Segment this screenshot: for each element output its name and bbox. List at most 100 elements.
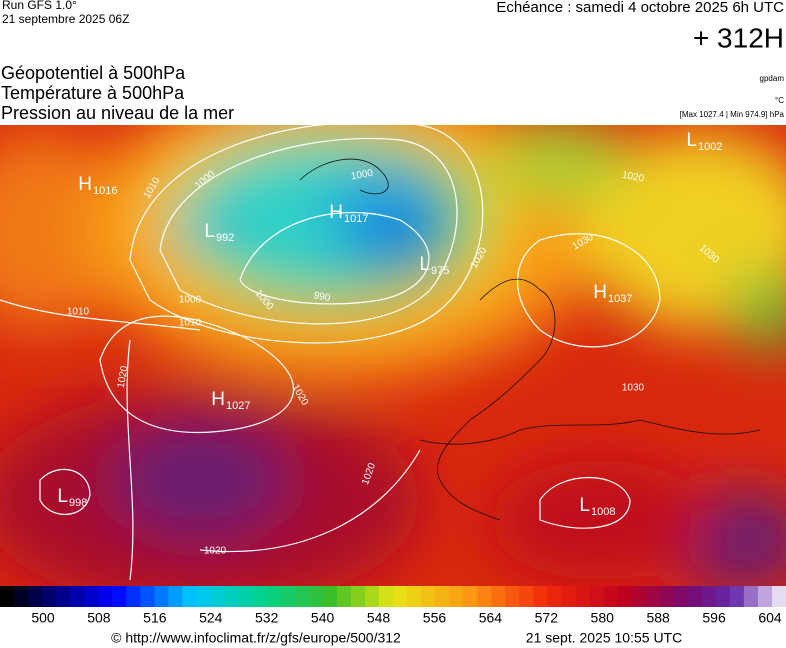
- colorbar-swatch: [659, 586, 675, 607]
- colorbar-tick-label: 508: [87, 610, 111, 626]
- colorbar-swatch: [589, 586, 605, 607]
- isobar-label: 1020: [116, 365, 131, 389]
- colorbar-swatch: [154, 586, 169, 607]
- colorbar-swatch: [168, 586, 183, 607]
- colorbar-swatch: [673, 586, 689, 607]
- title-3: Pression au niveau de la mer: [1, 103, 234, 123]
- colorbar-swatch: [435, 586, 450, 607]
- colorbar-swatch: [0, 586, 15, 607]
- colorbar-swatch: [182, 586, 197, 607]
- colorbar-swatch: [238, 586, 254, 607]
- run-label: Run GFS 1.0°: [2, 0, 77, 12]
- colorbar-swatch: [533, 586, 548, 607]
- colorbar-swatch: [645, 586, 661, 607]
- colorbar-swatch: [364, 586, 380, 607]
- colorbar-swatch: [378, 586, 394, 607]
- colorbar-tick-label: 516: [143, 610, 167, 626]
- colorbar-tick-label: 548: [367, 610, 391, 626]
- colorbar-tick-label: 500: [31, 610, 55, 626]
- center-type: L: [57, 486, 68, 507]
- colorbar-swatch: [350, 586, 366, 607]
- center-type: L: [579, 495, 590, 516]
- colorbar-tick-label: 596: [702, 610, 726, 626]
- colorbar-swatch: [631, 586, 647, 607]
- colorbar-tick-label: 556: [423, 610, 447, 626]
- map-field: [0, 125, 786, 586]
- colorbar-swatch: [449, 586, 464, 607]
- colorbar-swatch: [491, 586, 506, 607]
- center-type: H: [78, 174, 92, 195]
- footer-time: 21 sept. 2025 10:55 UTC: [526, 630, 682, 646]
- colorbar-tick-label: 580: [591, 610, 615, 626]
- center-value: 998: [69, 497, 87, 509]
- unit-gpdam: gpdam: [760, 74, 785, 83]
- colorbar-swatch: [505, 586, 520, 607]
- colorbar-tick-label: 604: [758, 610, 782, 626]
- center-value: 1017: [344, 213, 368, 225]
- colorbar-swatch: [224, 586, 240, 607]
- colorbar-swatch: [617, 586, 633, 607]
- colorbar-swatch: [210, 586, 226, 607]
- center-value: 1008: [591, 506, 615, 518]
- run-date: 21 septembre 2025 06Z: [2, 12, 129, 26]
- colorbar-swatch: [603, 586, 619, 607]
- colorbar-swatch: [336, 586, 352, 607]
- colorbar-swatch: [421, 586, 436, 607]
- center-value: 1027: [226, 400, 250, 412]
- colorbar-swatch: [266, 586, 282, 607]
- footer-url: © http://www.infoclimat.fr/z/gfs/europe/…: [111, 630, 401, 646]
- offset: + 312H: [693, 22, 784, 53]
- colorbar-swatch: [42, 586, 57, 607]
- center-value: 1016: [93, 185, 117, 197]
- colorbar-swatch: [252, 586, 268, 607]
- colorbar-swatch: [575, 586, 590, 607]
- title-1: Géopotentiel à 500hPa: [1, 63, 186, 83]
- colorbar-swatch: [771, 586, 786, 607]
- colorbar-swatch: [98, 586, 113, 607]
- colorbar-swatch: [701, 586, 717, 607]
- colorbar-tick-label: 524: [199, 610, 223, 626]
- colorbar-swatch: [280, 586, 296, 607]
- colorbar-tick-label: 588: [646, 610, 670, 626]
- colorbar-swatch: [84, 586, 99, 607]
- colorbar-swatch: [14, 586, 29, 607]
- colorbar-swatch: [757, 586, 773, 607]
- colorbar-swatch: [477, 586, 492, 607]
- center-value: 1037: [608, 293, 632, 305]
- colorbar-swatch: [729, 586, 745, 607]
- colorbar-tick-label: 540: [311, 610, 335, 626]
- colorbar-swatch: [519, 586, 534, 607]
- colorbar-swatch: [393, 586, 408, 607]
- colorbar-swatch: [308, 586, 324, 607]
- center-type: H: [211, 389, 225, 410]
- colorbar-swatch: [322, 586, 338, 607]
- colorbar-swatch: [687, 586, 703, 607]
- isobar-label: 1030: [622, 383, 645, 394]
- colorbar-swatch: [407, 586, 422, 607]
- colorbar-swatch: [70, 586, 85, 607]
- center-type: H: [593, 282, 607, 303]
- colorbar-swatch: [56, 586, 71, 607]
- unit-temp: °C: [775, 96, 784, 105]
- colorbar-swatch: [28, 586, 43, 607]
- colorbar-tick-label: 572: [535, 610, 559, 626]
- colorbar-swatch: [715, 586, 731, 607]
- isobar-label: 990: [313, 290, 332, 304]
- center-value: 975: [431, 265, 449, 277]
- colorbar-swatch: [743, 586, 759, 607]
- center-type: L: [686, 130, 697, 151]
- isobar-label: 1000: [350, 168, 374, 183]
- unit-pressure: [Max 1027.4 | Min 974.9] hPa: [680, 110, 785, 119]
- colorbar-swatch: [561, 586, 576, 607]
- colorbar-swatch: [126, 586, 141, 607]
- echeance: Echéance : samedi 4 octobre 2025 6h UTC: [496, 0, 784, 16]
- title-2: Température à 500hPa: [1, 83, 185, 103]
- colorbar-swatch: [463, 586, 478, 607]
- colorbar-tick-label: 532: [255, 610, 279, 626]
- colorbar-tick-label: 564: [479, 610, 503, 626]
- center-value: 992: [216, 232, 234, 244]
- colorbar-swatch: [196, 586, 212, 607]
- colorbar-swatch: [547, 586, 562, 607]
